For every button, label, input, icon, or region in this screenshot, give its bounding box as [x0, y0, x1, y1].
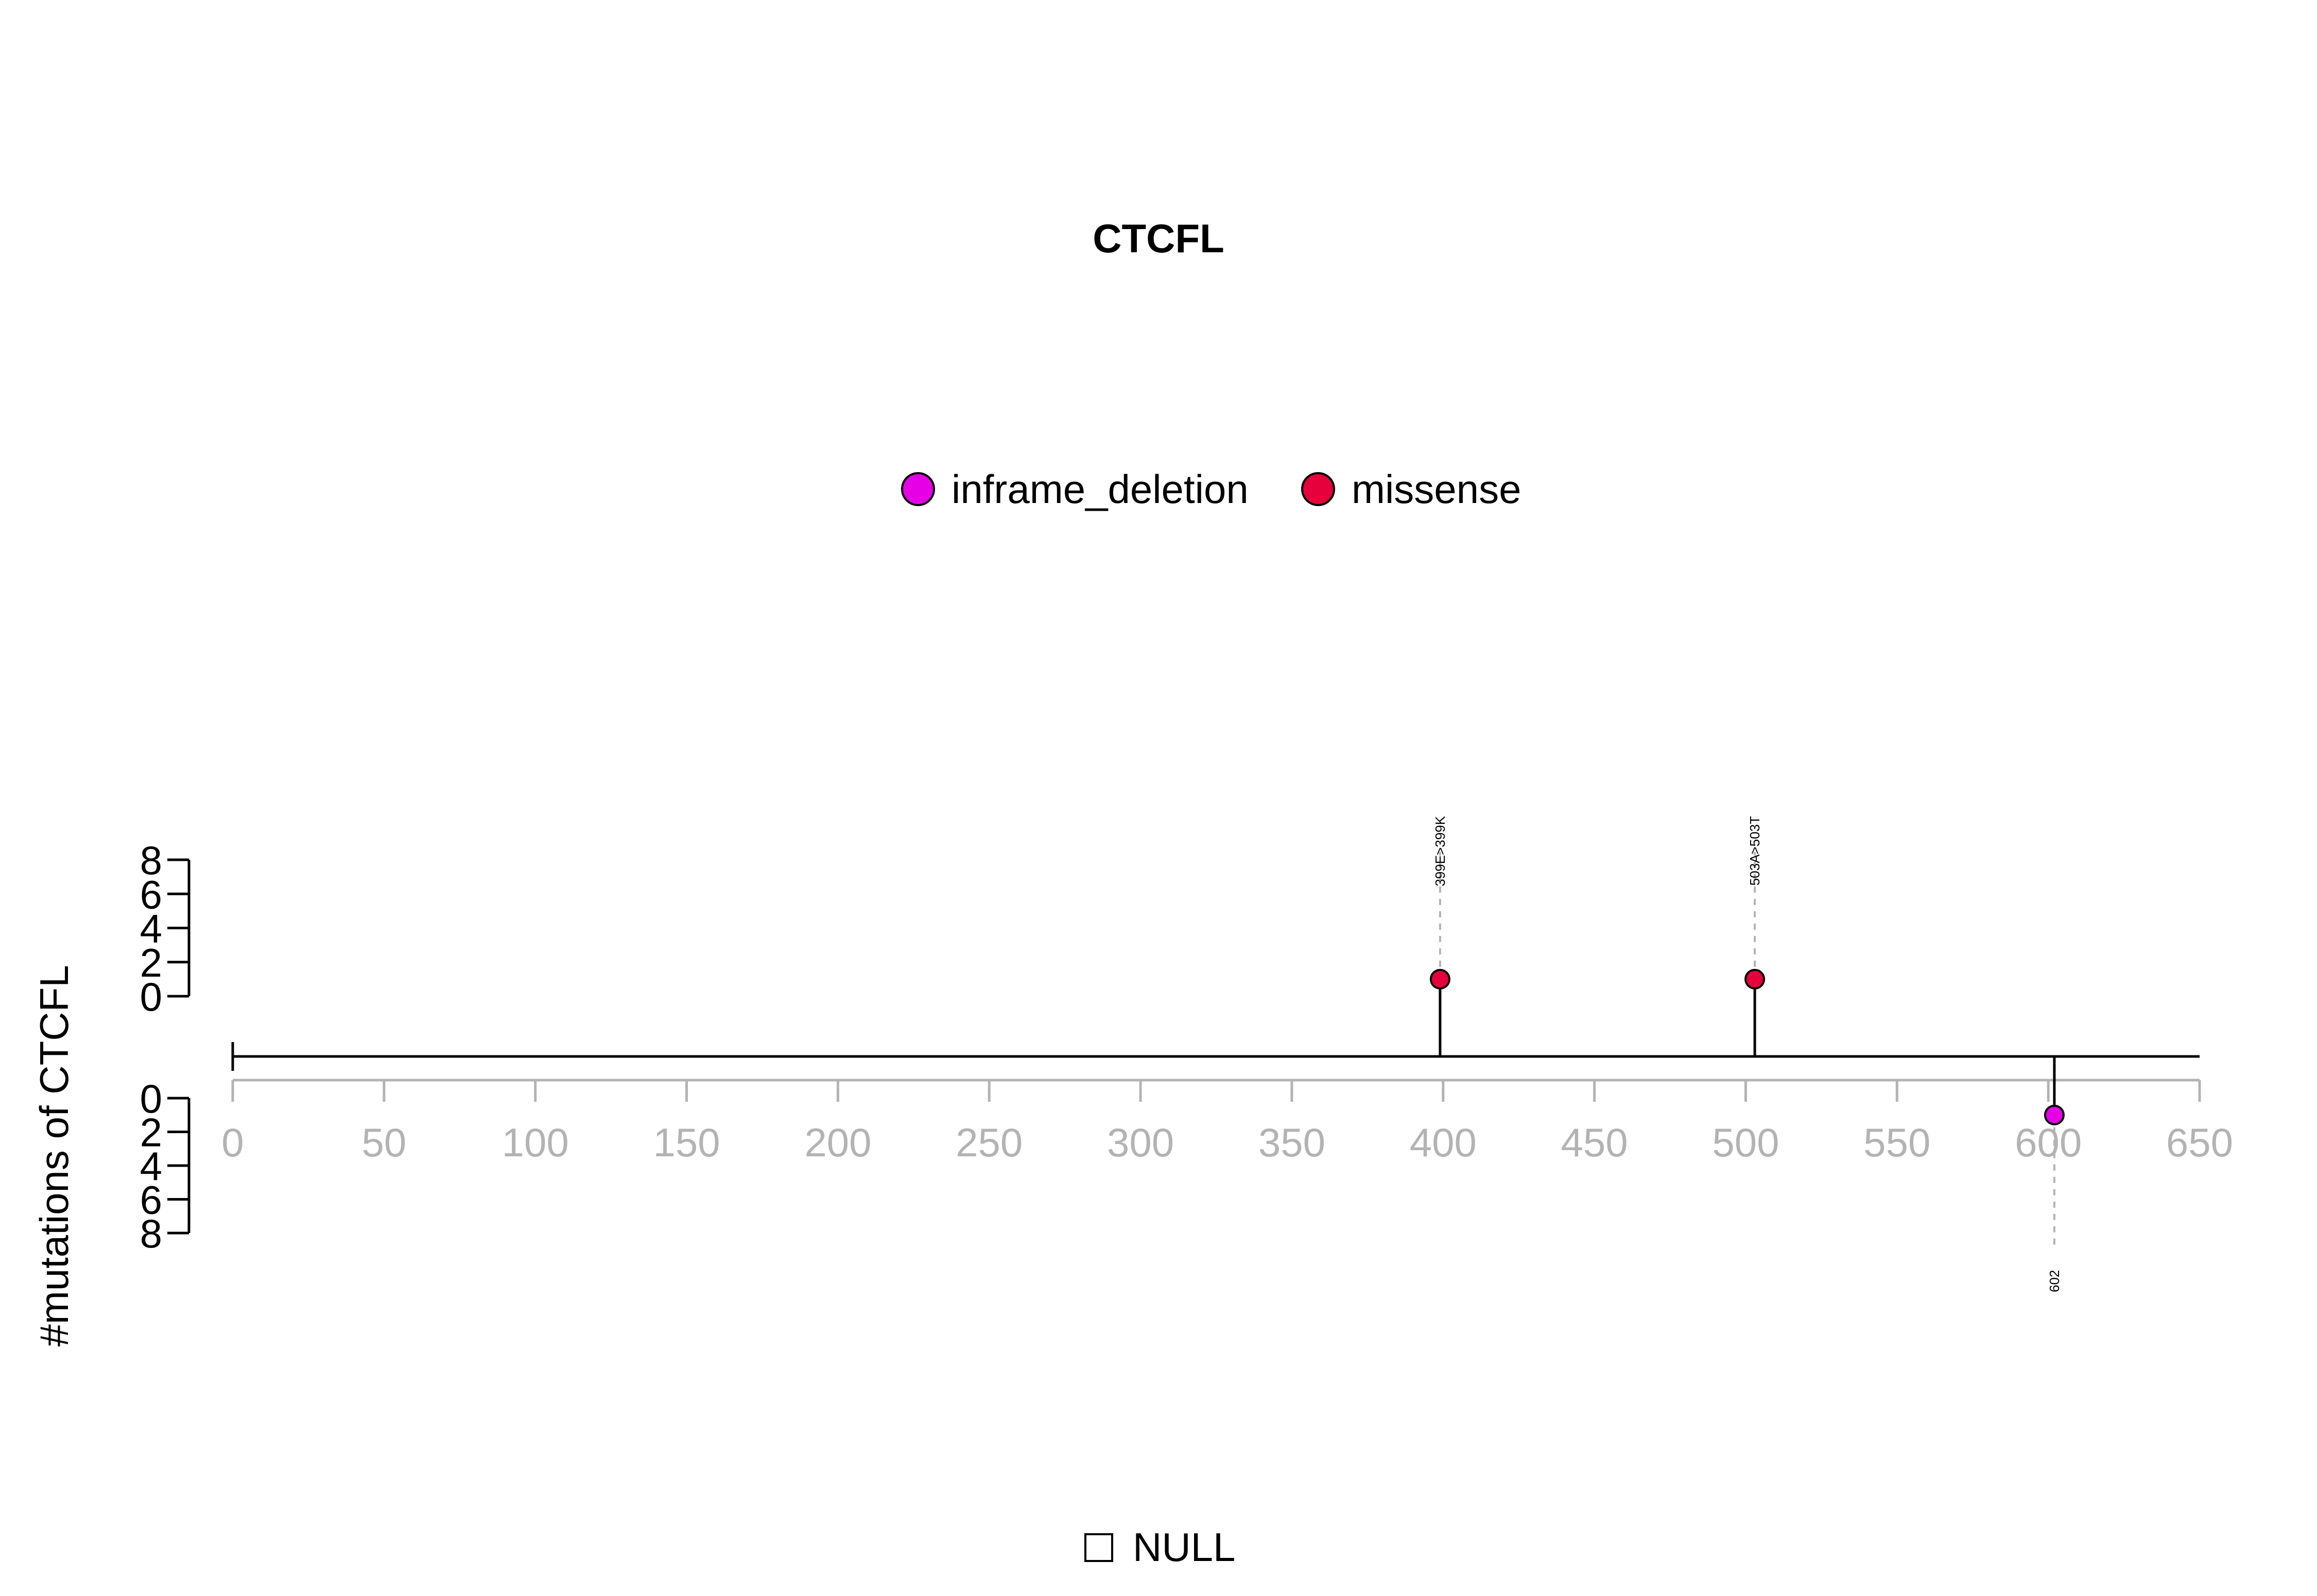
legend-marker-missense [1301, 472, 1335, 506]
mutation-label-503: 503A>503T [1747, 816, 1762, 886]
mutation-399: 399E>399K [1429, 816, 1450, 1056]
domain-legend: NULL [1084, 1524, 1235, 1570]
lower-count-tick-label-8: 8 [140, 1211, 162, 1256]
chart-title: CTCFL [1093, 216, 1224, 261]
lower-count-tick-label-0: 0 [140, 1076, 162, 1121]
lower-count-tick-label-2: 2 [140, 1110, 162, 1155]
upper-count-tick-label-2: 2 [140, 940, 162, 985]
mutation-point-503 [1744, 968, 1766, 990]
mutation-503: 503A>503T [1744, 816, 1766, 1056]
position-tick-label-500: 500 [1712, 1120, 1779, 1165]
position-tick-label-50: 50 [361, 1120, 406, 1165]
position-tick-label-0: 0 [221, 1120, 244, 1165]
y-axis-label: #mutations of CTCFL [31, 965, 77, 1346]
mutation-label-602: 602 [2047, 1270, 2062, 1292]
position-tick-label-200: 200 [804, 1120, 871, 1165]
position-tick-label-600: 600 [2015, 1120, 2082, 1165]
position-tick-label-450: 450 [1561, 1120, 1628, 1165]
mutation-point-602 [2044, 1104, 2065, 1125]
position-tick-label-650: 650 [2166, 1120, 2233, 1165]
position-tick-label-100: 100 [502, 1120, 569, 1165]
legend-marker-inframe_deletion [901, 472, 935, 506]
position-axis: 0 50 100 150 200 250 300 350 400 450 500 550 600 650 [221, 1079, 2233, 1165]
upper-count-tick-label-6: 6 [140, 872, 162, 917]
upper-count-tick-label-4: 4 [140, 906, 162, 951]
position-tick-label-400: 400 [1410, 1120, 1477, 1165]
position-tick-label-150: 150 [653, 1120, 720, 1165]
upper-count-tick-label-0: 0 [140, 974, 162, 1019]
position-tick-label-250: 250 [956, 1120, 1023, 1165]
legend: inframe_deletion missense [901, 466, 1521, 512]
mutation-label-399: 399E>399K [1432, 816, 1448, 886]
domain-legend-box-0 [1084, 1533, 1113, 1562]
upper-count-tick-label-8: 8 [140, 838, 162, 883]
position-tick-label-300: 300 [1107, 1120, 1174, 1165]
position-tick-label-550: 550 [1863, 1120, 1930, 1165]
mutations: 399E>399K 503A>503T 602 [1429, 816, 2065, 1292]
lower-count-tick-label-4: 4 [140, 1143, 162, 1189]
lower-count-tick-label-6: 6 [140, 1177, 162, 1223]
mutation-602: 602 [2044, 1056, 2065, 1292]
domain-legend-label-0: NULL [1133, 1524, 1235, 1570]
legend-label-missense: missense [1352, 466, 1521, 512]
legend-label-inframe_deletion: inframe_deletion [952, 466, 1249, 512]
mutation-point-399 [1429, 968, 1450, 990]
position-tick-label-350: 350 [1258, 1120, 1325, 1165]
